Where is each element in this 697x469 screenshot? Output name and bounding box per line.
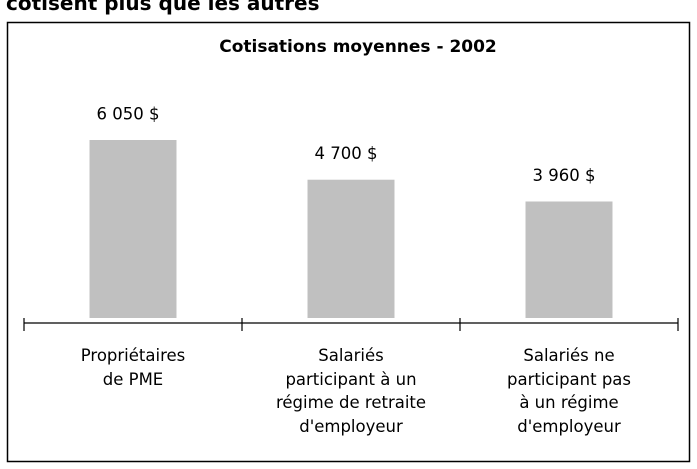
chart-title: Cotisations moyennes - 2002 (219, 37, 497, 57)
heading: cotisent plus que les autres (6, 0, 320, 15)
bar (307, 179, 395, 318)
value-label: 6 050 $ (97, 105, 160, 124)
bar (525, 201, 613, 318)
x-tick-label: Salariés participant à un régime de retr… (275, 346, 427, 436)
x-tick-label: Salariés ne participant pas à un régime … (506, 346, 632, 436)
x-tick-label: Propriétaires de PME (80, 346, 186, 389)
value-label: 3 960 $ (533, 166, 596, 185)
bar (89, 140, 177, 318)
value-label: 4 700 $ (315, 144, 378, 163)
